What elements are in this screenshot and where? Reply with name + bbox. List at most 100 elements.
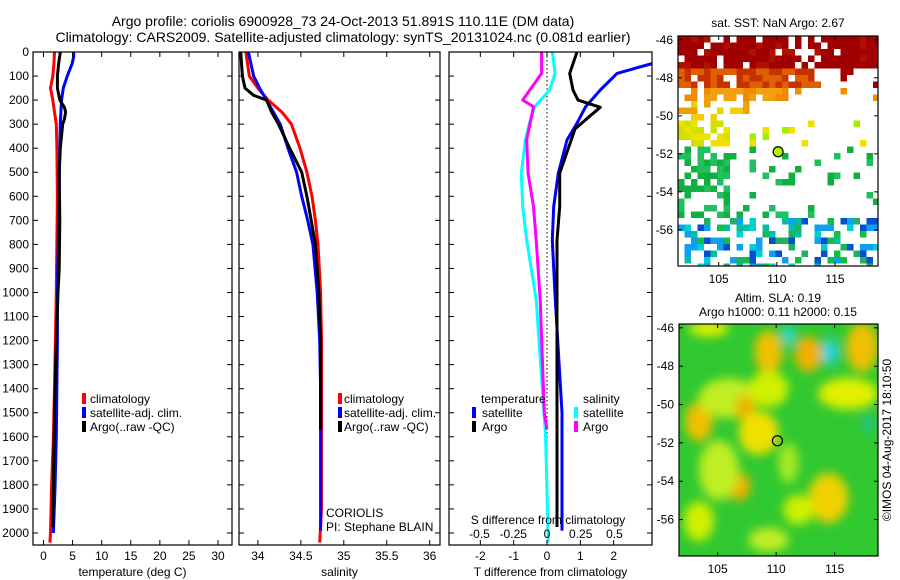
- sst-cell: [775, 81, 782, 88]
- x-tick-label: 15: [124, 549, 138, 563]
- sst-cell: [717, 68, 724, 75]
- depth-tick-label: 1700: [2, 454, 29, 468]
- sst-cell: [873, 49, 878, 56]
- sst-cell: [756, 81, 763, 88]
- series-line-argo: [239, 52, 323, 430]
- sst-cell: [801, 81, 808, 88]
- sst-cell: [723, 81, 730, 88]
- sst-cell: [697, 133, 704, 140]
- legend-swatch-satellite: [82, 407, 86, 418]
- sst-cell: [678, 81, 685, 88]
- sst-cell: [769, 263, 776, 266]
- sst-cell: [801, 218, 808, 225]
- sst-cell: [788, 55, 795, 62]
- sst-cell: [691, 166, 698, 173]
- sst-cell: [834, 62, 841, 69]
- sst-cell: [684, 107, 691, 114]
- sst-cell: [762, 49, 769, 56]
- imos-credit: ©IMOS 04-Aug-2017 18:10:50: [880, 359, 894, 522]
- sst-cell: [678, 62, 685, 69]
- sst-cell: [730, 107, 737, 114]
- sst-cell: [691, 211, 698, 218]
- sst-cell: [782, 257, 789, 264]
- sst-cell: [723, 244, 730, 251]
- sst-cell: [840, 244, 847, 251]
- sst-cell: [762, 75, 769, 82]
- x-tick-label: 34.5: [289, 549, 313, 563]
- lat-tick-label: -50: [657, 398, 675, 412]
- sst-cell: [795, 224, 802, 231]
- sst-cell: [691, 101, 698, 108]
- sst-cell: [860, 55, 867, 62]
- sst-cell: [678, 153, 685, 160]
- sst-cell: [749, 81, 756, 88]
- sst-cell: [717, 192, 724, 199]
- sst-cell: [691, 107, 698, 114]
- sst-cell: [762, 127, 769, 134]
- sst-cell: [827, 49, 834, 56]
- x-tick-label: 30: [211, 549, 225, 563]
- sst-cell: [723, 166, 730, 173]
- sst-cell: [866, 55, 873, 62]
- sst-cell: [717, 179, 724, 186]
- sst-cell: [756, 88, 763, 95]
- sst-cell: [762, 55, 769, 62]
- sst-cell: [717, 49, 724, 56]
- sst-cell: [808, 81, 815, 88]
- sst-cell: [834, 36, 841, 43]
- sst-cell: [678, 42, 685, 49]
- sst-cell: [827, 36, 834, 43]
- sst-cell: [691, 127, 698, 134]
- sst-cell: [717, 81, 724, 88]
- sst-cell: [873, 62, 878, 69]
- sla-anomaly: [738, 411, 779, 456]
- sst-cell: [678, 107, 685, 114]
- sst-cell: [704, 62, 711, 69]
- sst-cell: [749, 146, 756, 153]
- sst-cell: [743, 36, 750, 43]
- depth-tick-label: 900: [9, 261, 29, 275]
- x-tick-label: 5: [69, 549, 76, 563]
- s-tick-label: -0.25: [500, 527, 528, 541]
- series-line-temperature-argo: [555, 52, 602, 527]
- sst-cell: [795, 166, 802, 173]
- sst-cell: [762, 42, 769, 49]
- sst-cell: [801, 250, 808, 257]
- sst-cell: [808, 42, 815, 49]
- x-tick-label: 0: [40, 549, 47, 563]
- sst-cell: [730, 218, 737, 225]
- sst-cell: [756, 237, 763, 244]
- legend-label-satellite: satellite-adj. clim.: [344, 406, 436, 420]
- sst-cell: [769, 250, 776, 257]
- x-tick-label: 20: [153, 549, 167, 563]
- sst-cell: [756, 250, 763, 257]
- sst-cell: [873, 198, 878, 205]
- sst-cell: [704, 237, 711, 244]
- sst-cell: [697, 146, 704, 153]
- legend-swatch-satellite: [338, 407, 342, 418]
- sst-cell: [762, 88, 769, 95]
- sst-map-title: sat. SST: NaN Argo: 2.67: [711, 16, 845, 30]
- sst-cell: [769, 62, 776, 69]
- plot-frame: [238, 51, 441, 546]
- legend-swatch-climatology: [82, 393, 86, 404]
- sla-map: 105 110 115 -46 -48 -50 -52 -54 -56 Altim. SLA: 0…: [657, 291, 879, 576]
- sst-cell: [723, 88, 730, 95]
- sst-cell: [769, 55, 776, 62]
- sst-cell: [723, 211, 730, 218]
- sst-cell: [762, 224, 769, 231]
- sst-cell: [743, 68, 750, 75]
- sst-cell: [814, 257, 821, 264]
- sst-cell: [697, 62, 704, 69]
- sst-cell: [710, 88, 717, 95]
- depth-tick-label: 1200: [2, 334, 29, 348]
- depth-tick-label: 1600: [2, 430, 29, 444]
- sst-cell: [710, 49, 717, 56]
- sst-cell: [678, 49, 685, 56]
- sst-cell: [704, 205, 711, 212]
- sst-cell: [723, 205, 730, 212]
- x-tick-label: -1: [508, 549, 519, 563]
- sst-cell: [749, 68, 756, 75]
- sst-cell: [860, 250, 867, 257]
- sst-cell: [697, 185, 704, 192]
